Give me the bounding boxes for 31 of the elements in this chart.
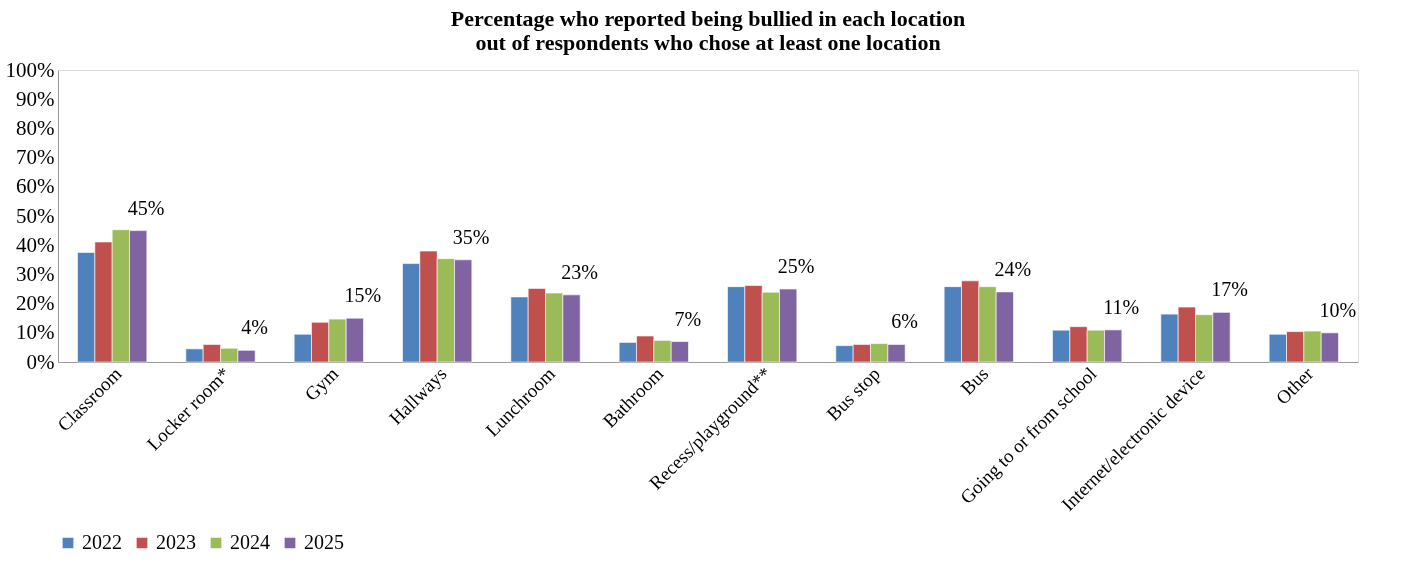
data-label: 6%	[891, 310, 918, 333]
y-tick-label: 0%	[26, 349, 55, 374]
x-tick-label: Gym	[300, 362, 343, 405]
data-label: 24%	[994, 257, 1032, 280]
data-label: 10%	[1319, 298, 1357, 321]
data-label: 11%	[1103, 295, 1140, 318]
legend-label: 2024	[230, 531, 270, 553]
data-label: 45%	[127, 196, 165, 219]
legend-label: 2022	[82, 531, 122, 553]
data-label: 35%	[452, 225, 490, 248]
y-tick-label: 70%	[16, 145, 55, 170]
y-tick-label: 80%	[16, 115, 55, 140]
data-label: 7%	[674, 307, 702, 330]
data-label: 4%	[241, 316, 268, 339]
y-tick-label: 40%	[16, 232, 55, 257]
y-tick-label: 100%	[5, 57, 55, 82]
y-tick-label: 60%	[16, 174, 55, 199]
y-tick-label: 30%	[16, 261, 55, 286]
y-tick-label: 90%	[16, 86, 55, 111]
x-tick-label: Bus stop	[822, 363, 884, 425]
data-label: 23%	[561, 260, 598, 283]
data-label: 17%	[1211, 278, 1248, 301]
y-tick-label: 50%	[16, 203, 55, 228]
data-label: 15%	[344, 284, 382, 307]
data-label: 25%	[777, 255, 815, 277]
legend-label: 2023	[156, 531, 196, 553]
x-tick-label: Bus	[956, 363, 993, 399]
legend-label: 2025	[304, 531, 344, 553]
chart-title: Percentage who reported being bullied in each location out of respondents who chose at least one location	[450, 6, 966, 55]
y-tick-label: 10%	[16, 320, 55, 345]
y-tick-label: 20%	[16, 291, 55, 316]
